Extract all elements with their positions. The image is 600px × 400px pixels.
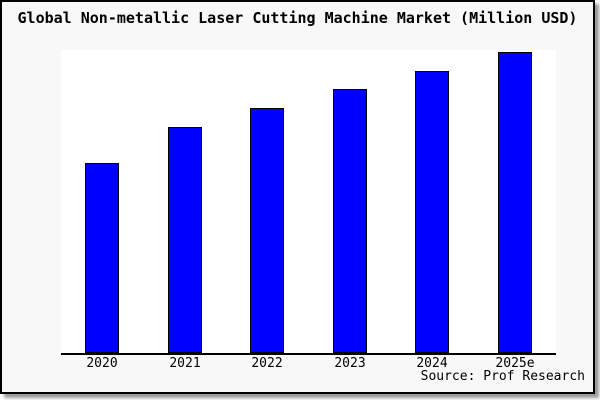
bar-2020 <box>85 163 119 353</box>
x-tick-label-2021: 2021 <box>169 356 201 371</box>
x-tick-label-2024: 2024 <box>416 356 448 371</box>
source-credit: Source: Prof Research <box>420 369 585 384</box>
bar-2023 <box>333 89 367 353</box>
x-tick-label-2022: 2022 <box>251 356 283 371</box>
bar-2021 <box>168 127 202 353</box>
bar-2022 <box>250 108 284 353</box>
bar-2025e <box>498 52 532 353</box>
x-tick-label-2020: 2020 <box>86 356 118 371</box>
chart-title: Global Non-metallic Laser Cutting Machin… <box>17 9 578 27</box>
x-tick-label-2023: 2023 <box>334 356 366 371</box>
plot-area <box>61 50 556 355</box>
bar-2024 <box>415 71 449 353</box>
chart-panel: Global Non-metallic Laser Cutting Machin… <box>0 0 595 394</box>
x-tick-label-2025e: 2025e <box>495 356 535 371</box>
